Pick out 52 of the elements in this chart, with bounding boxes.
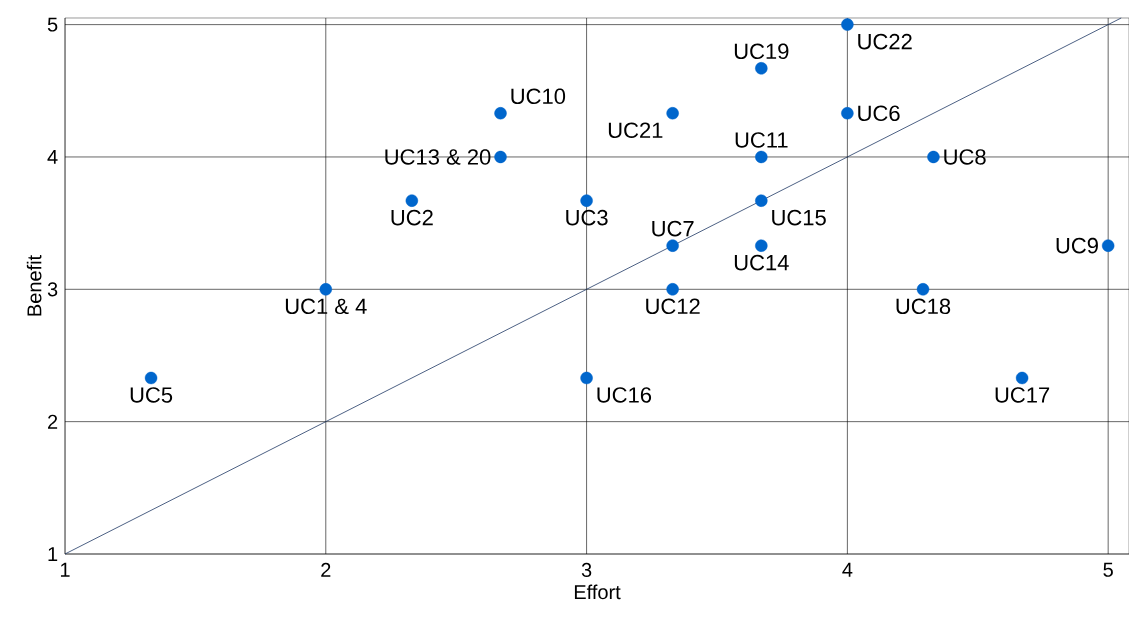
- annotation: UC7: [652, 220, 694, 237]
- y-tick-label: 2: [48, 414, 58, 429]
- point: [755, 150, 768, 164]
- y-tick-label: 1: [48, 547, 58, 561]
- annotation: UC3: [566, 209, 608, 226]
- point: [144, 371, 158, 385]
- point: [405, 194, 419, 207]
- annotation: UC21: [608, 122, 663, 139]
- point: [755, 239, 768, 252]
- point: [494, 150, 507, 164]
- point: [580, 371, 593, 385]
- x-axis-title: Effort: [574, 584, 621, 600]
- annotation: UC13 & 20: [385, 149, 491, 165]
- annotation: UC6: [858, 105, 900, 122]
- y-axis-title: Benefit: [26, 255, 42, 316]
- point: [916, 283, 930, 296]
- annotation: UC5: [130, 387, 173, 403]
- annotation: UC14: [734, 254, 789, 271]
- annotation: UC11: [735, 132, 788, 148]
- x-tick-label: 2: [321, 562, 331, 577]
- annotation: UC18: [896, 298, 951, 315]
- annotation: UC10: [511, 88, 566, 105]
- point: [755, 62, 768, 75]
- point: [841, 107, 854, 120]
- x-tick-label: 3: [581, 562, 592, 578]
- point: [494, 107, 507, 120]
- point: [666, 239, 679, 252]
- annotation: UC12: [646, 298, 700, 315]
- point: [841, 18, 854, 31]
- point: [755, 194, 768, 207]
- annotation: UC19: [734, 43, 789, 60]
- point: [1015, 371, 1029, 385]
- annotation: UC16: [597, 387, 652, 403]
- annotation: UC8: [944, 149, 986, 165]
- y-tick-label: 3: [47, 282, 58, 297]
- annotation: UC17: [995, 387, 1050, 403]
- annotation: UC15: [772, 209, 826, 226]
- point: [666, 283, 679, 296]
- point: [927, 150, 940, 164]
- x-tick-label: 4: [842, 562, 853, 577]
- y-tick-label: 5: [47, 17, 58, 32]
- annotation: UC1 & 4: [285, 298, 367, 315]
- point: [580, 194, 593, 207]
- annotation: UC22: [858, 33, 912, 50]
- point: [319, 283, 332, 296]
- x-tick-label: 5: [1103, 562, 1113, 577]
- x-tick-label: 1: [60, 562, 70, 577]
- annotation: UC9: [1056, 237, 1098, 254]
- y-tick-label: 4: [47, 150, 58, 164]
- annotation: UC2: [391, 209, 433, 226]
- point: [666, 107, 679, 120]
- point: [1101, 239, 1115, 252]
